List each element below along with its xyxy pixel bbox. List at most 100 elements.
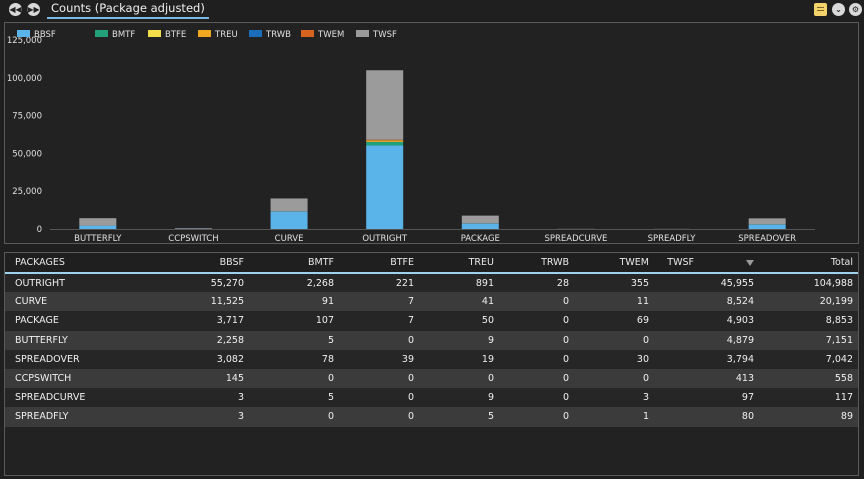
table-row[interactable]: PACKAGE 3,717 107 7 50 0 69 4,903 8,853 <box>5 311 858 331</box>
value-cell: 0 <box>499 330 574 350</box>
tab-counts[interactable]: Counts (Package adjusted) <box>47 1 209 19</box>
value-cell: 9 <box>419 388 499 408</box>
value-cell: 0 <box>499 311 574 331</box>
column-header-bbsf[interactable]: BBSF <box>149 253 249 274</box>
x-tick-label: SPREADCURVE <box>544 234 607 243</box>
table-row[interactable]: SPREADOVER 3,082 78 39 19 0 30 3,794 7,042 <box>5 349 858 369</box>
value-cell: 8,853 <box>759 311 858 331</box>
value-cell: 0 <box>339 407 419 427</box>
sort-descending-icon[interactable] <box>746 259 754 266</box>
value-cell: 69 <box>574 311 654 331</box>
value-cell: 0 <box>249 368 339 389</box>
value-cell: 11,525 <box>149 292 249 312</box>
bar-segment-twsf <box>748 218 786 225</box>
table-row[interactable]: SPREADFLY 3 0 0 5 0 1 80 89 <box>5 407 858 427</box>
table-row[interactable]: OUTRIGHT 55,270 2,268 221 891 28 355 45,955 104,… <box>5 273 858 293</box>
bar-segment-bbsf <box>79 225 117 229</box>
table-row[interactable]: BUTTERFLY 2,258 5 0 9 0 0 4,879 7,151 <box>5 330 858 350</box>
value-cell: 89 <box>759 407 858 427</box>
bar-segment-twsf <box>270 198 308 212</box>
value-cell: 891 <box>419 273 499 293</box>
value-cell: 19 <box>419 349 499 369</box>
y-tick-label: 125,000 <box>7 36 42 46</box>
x-tick-label: SPREADFLY <box>648 234 697 243</box>
package-cell: SPREADOVER <box>5 349 149 369</box>
table-header-row: PACKAGES BBSF BMTF BTFE TREU TRWB TWEM TWSF Tota… <box>5 253 858 274</box>
value-cell: 9 <box>419 330 499 350</box>
value-cell: 80 <box>654 407 759 427</box>
x-tick-label: PACKAGE <box>461 234 500 243</box>
package-cell: CURVE <box>5 292 149 312</box>
value-cell: 558 <box>759 368 858 389</box>
value-cell: 413 <box>654 368 759 389</box>
column-header-btfe[interactable]: BTFE <box>339 253 419 274</box>
value-cell: 41 <box>419 292 499 312</box>
legend-swatch <box>249 30 262 37</box>
legend-swatch <box>95 30 108 37</box>
table-row[interactable]: CCPSWITCH 145 0 0 0 0 0 413 558 <box>5 368 858 389</box>
package-cell: BUTTERFLY <box>5 330 149 350</box>
bar-segment-bbsf <box>366 145 404 229</box>
value-cell: 0 <box>499 368 574 389</box>
value-cell: 7,042 <box>759 349 858 369</box>
column-header-trwb[interactable]: TRWB <box>499 253 574 274</box>
value-cell: 97 <box>654 388 759 408</box>
column-header-packages[interactable]: PACKAGES <box>5 253 149 274</box>
value-cell: 5 <box>419 407 499 427</box>
value-cell: 104,988 <box>759 273 858 293</box>
value-cell: 7,151 <box>759 330 858 350</box>
value-cell: 0 <box>499 292 574 312</box>
column-header-twsf[interactable]: TWSF <box>654 253 759 274</box>
column-header-twem[interactable]: TWEM <box>574 253 654 274</box>
value-cell: 45,955 <box>654 273 759 293</box>
bar-segment-twsf <box>366 70 404 140</box>
fast-forward-icon[interactable]: ▶▶ <box>27 3 40 16</box>
value-cell: 3 <box>149 388 249 408</box>
legend-item-treu: TREU <box>214 30 238 40</box>
value-cell: 0 <box>499 407 574 427</box>
bar-segment-bmtf <box>366 142 404 146</box>
legend-swatch <box>148 30 161 37</box>
table-row[interactable]: SPREADCURVE 3 5 0 9 0 3 97 117 <box>5 388 858 408</box>
bar-segment-bbsf <box>461 223 499 229</box>
value-cell: 0 <box>339 330 419 350</box>
legend-item-twsf: TWSF <box>372 30 397 40</box>
bar-segment-treu <box>366 140 404 142</box>
legend-swatch <box>198 30 211 37</box>
value-cell: 50 <box>419 311 499 331</box>
value-cell: 91 <box>249 292 339 312</box>
table-row[interactable]: CURVE 11,525 91 7 41 0 11 8,524 20,199 <box>5 292 858 312</box>
value-cell: 7 <box>339 292 419 312</box>
value-cell: 30 <box>574 349 654 369</box>
value-cell: 3,794 <box>654 349 759 369</box>
gear-icon[interactable]: ⚙ <box>849 3 862 16</box>
value-cell: 1 <box>574 407 654 427</box>
rewind-icon[interactable]: ◀◀ <box>9 3 22 16</box>
y-tick-label: 75,000 <box>12 112 42 122</box>
value-cell: 4,879 <box>654 330 759 350</box>
packages-table: PACKAGES BBSF BMTF BTFE TREU TRWB TWEM TWSF Tota… <box>5 253 858 427</box>
value-cell: 0 <box>249 407 339 427</box>
bar-segment-twem <box>366 139 404 141</box>
value-cell: 7 <box>339 311 419 331</box>
value-cell: 0 <box>574 368 654 389</box>
column-header-total[interactable]: Total <box>759 253 858 274</box>
x-tick-label: BUTTERFLY <box>74 234 122 243</box>
value-cell: 11 <box>574 292 654 312</box>
value-cell: 117 <box>759 388 858 408</box>
stacked-bar-chart: 0 25,000 50,000 75,000 100,000 125,000 BUTTERF… <box>7 30 815 243</box>
bar-segment-twsf <box>174 228 212 229</box>
value-cell: 3 <box>574 388 654 408</box>
legend-swatch <box>17 30 30 37</box>
value-cell: 0 <box>339 368 419 389</box>
legend-item-bbsf: BBSF <box>34 30 56 40</box>
column-header-treu[interactable]: TREU <box>419 253 499 274</box>
column-header-bmtf[interactable]: BMTF <box>249 253 339 274</box>
chevron-down-circle-icon[interactable]: ⌄ <box>832 3 845 16</box>
notes-icon[interactable] <box>814 3 827 16</box>
value-cell: 0 <box>339 388 419 408</box>
value-cell: 5 <box>249 330 339 350</box>
value-cell: 0 <box>419 368 499 389</box>
package-cell: SPREADCURVE <box>5 388 149 408</box>
value-cell: 8,524 <box>654 292 759 312</box>
